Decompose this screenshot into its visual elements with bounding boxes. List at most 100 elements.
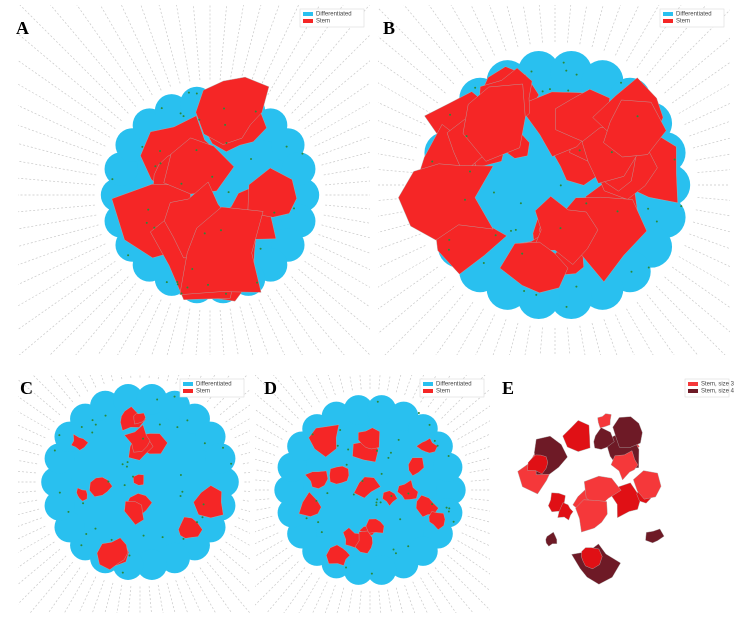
legend-swatch (183, 382, 193, 386)
cell-dot (230, 462, 233, 465)
cell-dot (339, 429, 342, 432)
radial-line (447, 388, 490, 426)
radial-line (689, 120, 730, 137)
legend-swatch (663, 12, 673, 16)
legend-label: Differentiated (316, 12, 352, 18)
cell-dot (250, 158, 253, 161)
radial-line (695, 153, 730, 161)
cell-dot (128, 554, 131, 557)
cell-dot (399, 518, 402, 521)
radial-line (404, 584, 416, 613)
stem-region (545, 531, 558, 547)
cell-dot (326, 492, 329, 495)
cell-dot (379, 501, 382, 504)
cell-dot (474, 86, 477, 89)
cell-dot (375, 501, 378, 504)
stem-region (382, 490, 398, 507)
tissue-lobe (366, 555, 397, 585)
stem-region (645, 528, 665, 544)
radial-line (689, 233, 730, 250)
radial-line (89, 375, 97, 388)
cell-dot (58, 491, 61, 494)
radial-line (678, 256, 730, 287)
panel-label: D (264, 378, 277, 398)
cell-dot (181, 490, 184, 493)
cell-dot (91, 419, 94, 422)
radial-line (684, 103, 730, 125)
cell-dot (565, 305, 568, 308)
legend-label: Stem, size 3 (701, 382, 735, 388)
cell-dot (142, 437, 145, 440)
cell-dot (107, 480, 110, 483)
tissue-lobe (366, 395, 397, 425)
cell-dot (361, 480, 364, 483)
cell-dot (347, 448, 350, 451)
stem-region (462, 83, 526, 162)
radial-line (387, 589, 393, 613)
stem-region (133, 412, 146, 425)
cell-dot (224, 292, 227, 295)
radial-line (76, 5, 145, 101)
cell-dot (392, 548, 395, 551)
radial-line (18, 541, 55, 568)
stem-region (124, 424, 151, 453)
cell-dot (390, 495, 393, 498)
radial-line (347, 589, 353, 613)
legend-label: Differentiated (196, 382, 232, 388)
panel-label: B (383, 18, 395, 38)
radial-line (18, 470, 36, 474)
stem-region (96, 537, 128, 570)
cell-dot (179, 473, 182, 476)
tissue-lobe (112, 384, 144, 415)
cell-dot (227, 191, 230, 194)
cell-dot (224, 123, 227, 126)
cell-dot (159, 162, 162, 165)
stem-region (124, 501, 145, 526)
tissue-lobe (277, 498, 308, 528)
radial-line (166, 582, 176, 613)
cell-dot (121, 463, 124, 466)
cell-dot (417, 412, 420, 415)
radial-line (213, 555, 250, 593)
panel-label: C (20, 378, 33, 398)
radial-line (191, 572, 217, 613)
cell-dot (465, 135, 468, 138)
cell-dot (80, 426, 83, 429)
cell-dot (292, 207, 295, 210)
radial-line (655, 285, 726, 355)
cell-dot (203, 442, 206, 445)
tissue-lobe (205, 443, 236, 474)
cell-dot (154, 165, 157, 168)
radial-line (664, 276, 730, 333)
stem-region (70, 433, 89, 451)
cell-dot (182, 537, 185, 540)
radial-line (157, 584, 164, 613)
cell-dot (285, 145, 288, 148)
cell-dot (223, 107, 226, 110)
stem-region (581, 547, 603, 570)
cell-dot (141, 145, 144, 148)
cell-dot (198, 118, 201, 121)
stem-region (329, 465, 350, 485)
stem-region (397, 479, 419, 500)
cell-dot (548, 88, 551, 91)
radial-line (18, 124, 102, 156)
radial-line (695, 209, 730, 217)
cell-dot (559, 227, 562, 230)
radial-line (697, 169, 730, 173)
cell-dot (145, 221, 148, 224)
radial-line (175, 580, 189, 613)
tissue-lobe (44, 490, 75, 521)
radial-line (693, 221, 730, 233)
radial-line (100, 375, 105, 384)
cell-dot (447, 510, 450, 513)
stem-region (76, 487, 88, 502)
radial-line (206, 561, 250, 613)
cell-dot (273, 211, 276, 214)
cell-dot (431, 503, 434, 506)
cell-dot (191, 267, 194, 270)
stem-region (597, 413, 612, 429)
cell-dot (311, 433, 314, 436)
stem-region (610, 450, 639, 481)
